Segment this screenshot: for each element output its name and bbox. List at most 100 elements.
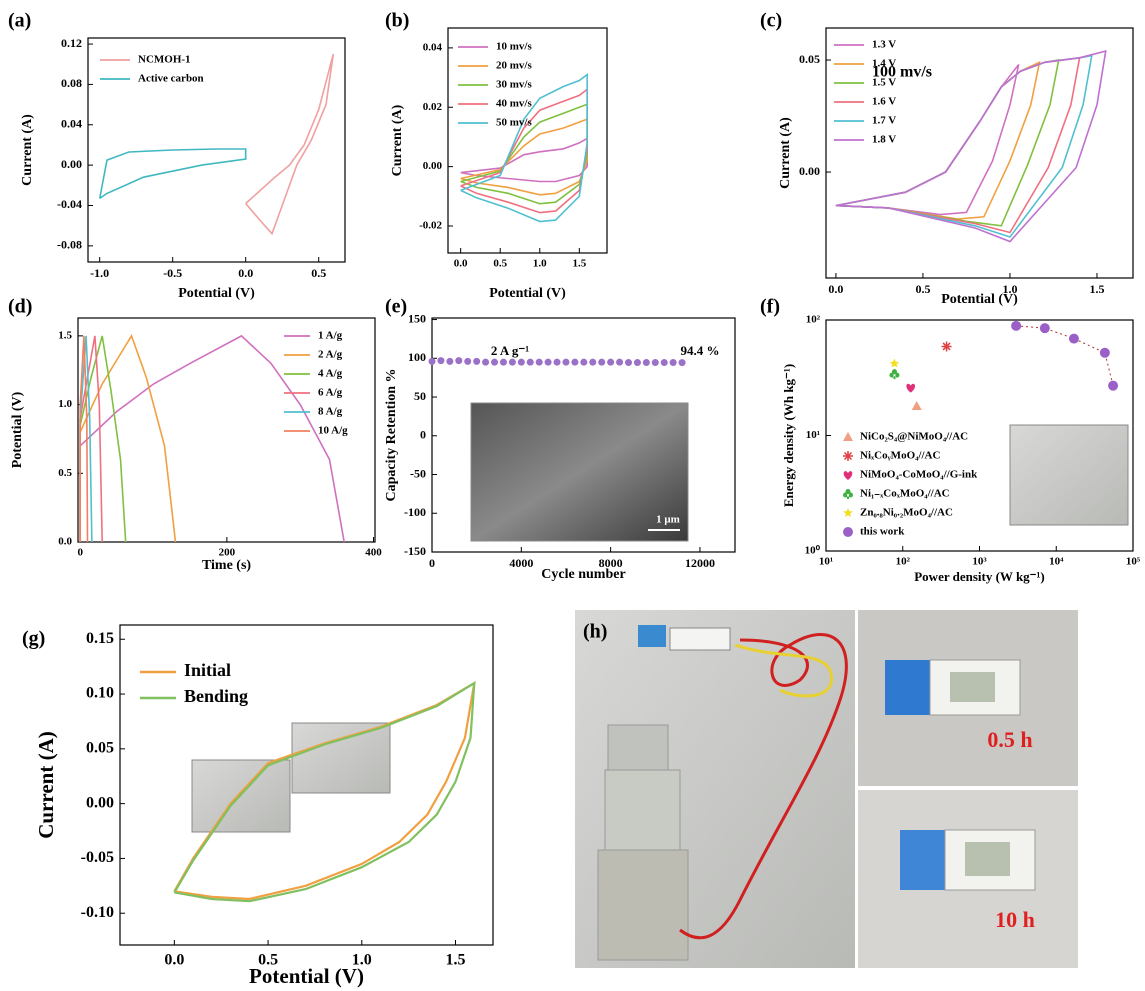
y-tick-label: -100	[404, 505, 426, 519]
photo-panel: (h) 0.5 h 10 h	[575, 610, 1078, 968]
legend-label: 40 mv/s	[496, 98, 532, 110]
point	[580, 358, 588, 366]
x-tick-label: 4000	[509, 556, 533, 570]
legend-label: 1.8 V	[872, 134, 896, 146]
clock-display	[965, 842, 1010, 876]
y-tick-label: 0.15	[86, 630, 114, 647]
clock	[669, 627, 731, 651]
legend-label: 1 A/g	[318, 330, 343, 342]
point	[1068, 333, 1079, 344]
x-tick-label: 1.0	[533, 258, 547, 270]
point	[482, 358, 490, 366]
legend-label: 10 mv/s	[496, 41, 532, 53]
plot-frame	[825, 27, 1134, 279]
legend-label: 1.7 V	[872, 115, 896, 127]
y-axis-label: Capacity Retention %	[384, 369, 399, 502]
series-line	[835, 60, 1041, 220]
y-tick-label: 0.05	[799, 52, 820, 66]
photo-caption: 10 h	[995, 907, 1035, 932]
point	[651, 359, 659, 367]
panel-label: (c)	[760, 10, 782, 32]
y-tick-label: 0.04	[61, 117, 82, 131]
x-tick-label: 10⁴	[1049, 556, 1064, 568]
y-tick-label: 0.00	[61, 157, 82, 171]
legend-label: 8 A/g	[318, 406, 343, 418]
series-line	[173, 680, 476, 901]
point	[889, 369, 900, 380]
plot-frame	[447, 27, 608, 254]
electrode	[604, 769, 681, 851]
x-tick-label: 0	[77, 547, 83, 559]
x-axis-label: Potential (V)	[249, 964, 364, 988]
annotation: 94.4 %	[681, 343, 720, 358]
series-line	[460, 73, 588, 223]
legend-label: 1.6 V	[872, 96, 896, 108]
y-tick-label: 50	[414, 389, 426, 403]
y-tick-label: -50	[410, 466, 426, 480]
point	[598, 358, 606, 366]
y-tick-label: 0.0	[58, 536, 72, 548]
x-tick-label: 8000	[599, 556, 623, 570]
y-tick-label: 1.0	[58, 398, 72, 410]
chart-panel: (d) Time (s) Potential (V) 0 200 400 0.0 0.5 1.0…	[8, 296, 382, 574]
point	[843, 508, 853, 518]
inset-image	[470, 402, 689, 542]
y-tick-label: -150	[404, 544, 426, 558]
x-tick-label: 400	[365, 547, 382, 559]
x-tick-label: 1.5	[1089, 282, 1104, 296]
point	[446, 357, 454, 365]
y-tick-label: 0.5	[58, 467, 72, 479]
panel-label: (d)	[8, 296, 32, 318]
chart-panel: (f) Power density (W kg⁻¹) Energy density …	[760, 296, 1141, 584]
point	[589, 358, 597, 366]
panel-label: (h)	[583, 621, 607, 643]
y-tick-label: -0.08	[57, 238, 82, 252]
x-tick-label: 0.5	[493, 258, 507, 270]
point	[616, 358, 624, 366]
y-axis-label: Current (A)	[34, 731, 58, 839]
y-axis-label: Energy density (Wh kg⁻¹)	[781, 364, 796, 507]
point	[455, 357, 463, 365]
legend-label: 20 mv/s	[496, 60, 532, 72]
legend-label: NiMoO₄-CoMoO₄//G-ink	[860, 469, 978, 481]
x-tick-label: 10⁵	[1126, 556, 1141, 568]
plot-frame	[87, 37, 346, 263]
point	[526, 358, 534, 366]
point	[843, 489, 853, 499]
point	[1108, 380, 1119, 391]
x-tick-label: 0.5	[915, 282, 930, 296]
y-tick-label: 0.05	[86, 740, 114, 757]
point	[517, 358, 525, 366]
legend-label: Active carbon	[138, 73, 204, 85]
legend-label: NCMOH-1	[138, 54, 191, 66]
x-tick-label: -0.5	[163, 266, 182, 280]
x-tick-label: 0.0	[238, 266, 253, 280]
point	[843, 451, 853, 461]
chart-panel: (a) Potential (V) Current (A) -1.0 -0.5 0.0 0.…	[8, 10, 346, 301]
series-line	[79, 335, 89, 543]
legend-label: 1.4 V	[872, 58, 896, 70]
legend-label: 6 A/g	[318, 387, 343, 399]
legend-label: Initial	[184, 660, 231, 680]
legend-label: 50 mv/s	[496, 117, 532, 129]
inset-image	[1009, 424, 1129, 526]
legend-label: 1.5 V	[872, 77, 896, 89]
y-tick-label: 100	[408, 350, 426, 364]
x-tick-label: 0.0	[164, 952, 184, 969]
x-tick-label: 10²	[896, 556, 911, 568]
y-tick-label: 150	[408, 311, 426, 325]
chart-panel: (c) Potential (V) Current (A) 0.0 0.5 1.0 1.5 0…	[760, 10, 1134, 307]
point	[911, 401, 922, 411]
x-tick-label: 0	[429, 556, 435, 570]
x-tick-label: 0.0	[828, 282, 843, 296]
x-tick-label: -1.0	[90, 266, 109, 280]
series-line	[173, 681, 476, 903]
x-tick-label: 1.0	[352, 952, 372, 969]
x-axis-label: Cycle number	[541, 567, 625, 582]
series-line	[835, 50, 1107, 243]
point	[499, 358, 507, 366]
x-tick-label: 10³	[972, 556, 987, 568]
x-tick-label: 200	[219, 547, 236, 559]
point	[633, 359, 641, 367]
